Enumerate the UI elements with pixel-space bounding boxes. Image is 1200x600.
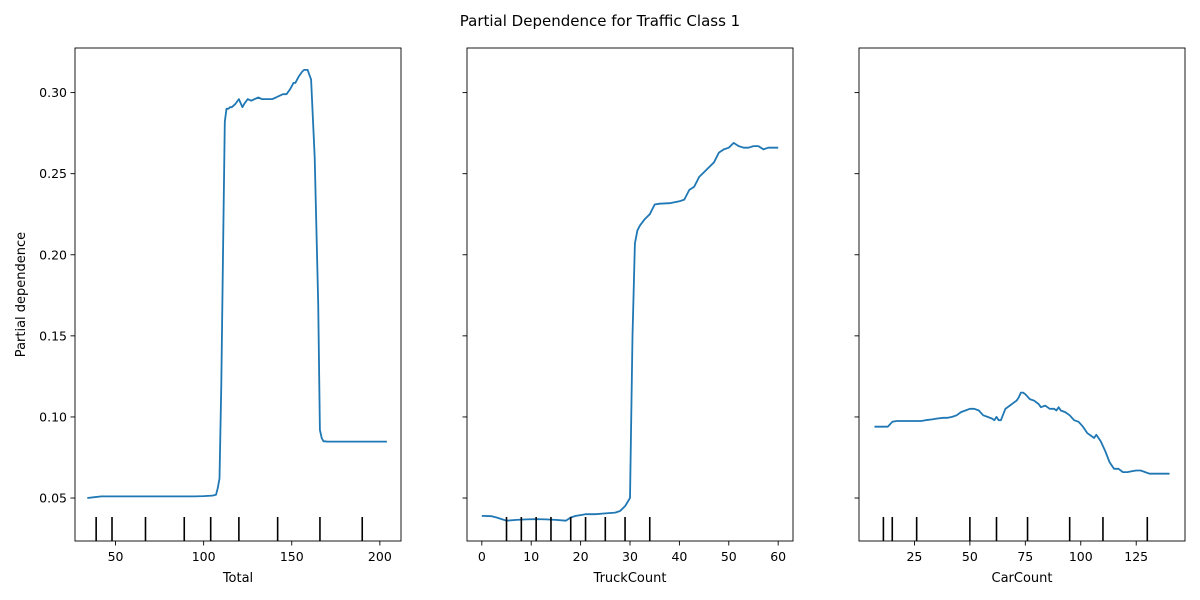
y-tick-label: 0.05 (39, 491, 67, 506)
y-tick-label: 0.10 (39, 409, 67, 424)
axes-frame (858, 47, 1186, 542)
x-tick-label: 60 (770, 549, 786, 564)
axes-frame (74, 47, 402, 542)
x-axis-label: CarCount (992, 571, 1053, 586)
x-tick-label: 125 (1124, 549, 1148, 564)
y-tick-label: 0.15 (39, 328, 67, 343)
x-tick-label: 50 (721, 549, 737, 564)
x-tick-label: 0 (478, 549, 486, 564)
x-tick-label: 30 (622, 549, 638, 564)
x-tick-label: 50 (108, 549, 124, 564)
panel-2: 0 10 20 30 40 50 60 TruckCount (462, 47, 794, 586)
panel-3: 25 50 75 100 125 CarCount (854, 47, 1186, 586)
x-tick-label: 100 (1069, 549, 1093, 564)
y-tick-label: 0.25 (39, 166, 67, 181)
x-tick-label: 50 (962, 549, 978, 564)
y-tick-label: 0.20 (39, 247, 67, 262)
x-tick-label: 100 (192, 549, 216, 564)
x-tick-label: 25 (906, 549, 922, 564)
x-tick-label: 40 (671, 549, 687, 564)
y-axis-label: Partial dependence (14, 232, 29, 357)
y-tick-label: 0.30 (39, 85, 67, 100)
panel-1: 50 100 150 200 0.05 0.10 0.15 0.20 0.25 0.30 Total… (14, 47, 402, 586)
x-tick-label: 20 (573, 549, 589, 564)
x-tick-label: 150 (280, 549, 304, 564)
x-tick-label: 10 (523, 549, 539, 564)
partial-dependence-line (874, 391, 1170, 475)
x-tick-label: 200 (368, 549, 392, 564)
partial-dependence-line (87, 69, 387, 499)
figure-title: Partial Dependence for Traffic Class 1 (460, 12, 740, 30)
x-axis-label: TruckCount (593, 571, 667, 586)
x-axis-label: Total (222, 571, 253, 586)
partial-dependence-line (481, 141, 779, 522)
x-tick-label: 75 (1017, 549, 1033, 564)
panels: 50 100 150 2000.050.100.150.200.250.30Total… (14, 47, 1186, 586)
